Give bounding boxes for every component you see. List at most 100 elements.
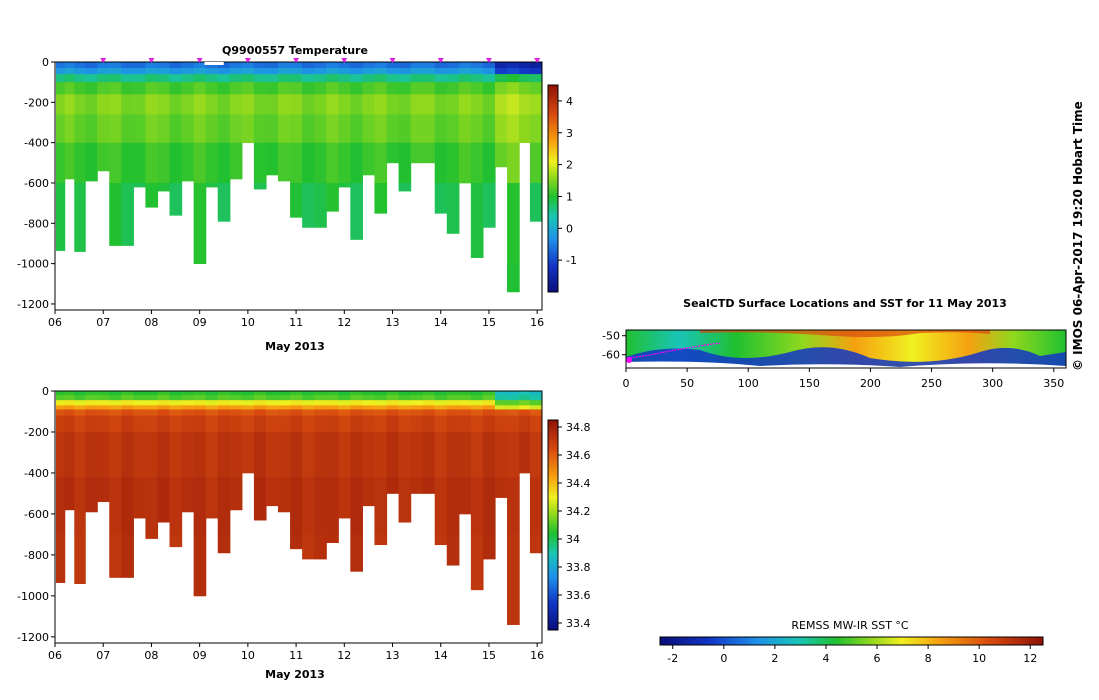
temperature-cell <box>121 62 134 69</box>
temperature-cell <box>519 82 531 95</box>
sst-colorbar <box>659 636 1044 646</box>
salinity-cell <box>145 395 159 401</box>
salinity-cell <box>55 534 66 583</box>
temperature-cell <box>157 68 171 75</box>
salinity-cell <box>446 534 460 566</box>
temperature-cell <box>217 94 231 115</box>
colorbar-tick-label: -1 <box>566 254 577 267</box>
salinity-cell <box>302 400 315 406</box>
temperature-cell <box>85 94 98 115</box>
salinity-cell <box>458 431 472 478</box>
salinity-cell <box>314 391 327 396</box>
temperature-cell <box>362 74 376 83</box>
colorbar-tick-label: 3 <box>566 127 573 140</box>
salinity-cell <box>205 415 219 433</box>
temperature-cell <box>314 62 327 69</box>
temperature-cell <box>350 62 363 69</box>
salinity-cell <box>145 391 159 396</box>
salinity-cell <box>470 431 484 478</box>
temperature-cell <box>410 68 424 75</box>
salinity-cell <box>169 415 183 433</box>
salinity-cell <box>193 391 207 396</box>
x-tick-label: 07 <box>96 649 110 662</box>
temperature-cell <box>326 68 339 75</box>
salinity-cell <box>314 415 327 433</box>
salinity-cell <box>374 534 388 546</box>
salinity-cell <box>338 477 351 519</box>
salinity-cell <box>278 391 291 396</box>
salinity-cell <box>157 405 171 410</box>
salinity-cell <box>326 415 339 433</box>
salinity-cell <box>157 415 171 433</box>
temperature-y-axis: 0 -200 -400 -600 -800 -1000 -1200 <box>17 56 55 311</box>
y-tick-label: -1200 <box>17 631 49 644</box>
salinity-cell <box>434 477 448 535</box>
temperature-cell <box>398 94 412 115</box>
temperature-cell <box>446 94 460 115</box>
temperature-cell <box>157 62 171 69</box>
temperature-cell <box>193 114 207 144</box>
map-x-tick-label: 300 <box>982 377 1003 390</box>
salinity-cell <box>326 477 339 535</box>
salinity-cell <box>302 415 315 433</box>
salinity-cell <box>181 409 195 416</box>
temperature-cell <box>326 114 339 144</box>
temperature-cell <box>145 142 159 184</box>
salinity-cell <box>157 409 171 416</box>
x-tick-label: 06 <box>48 316 62 329</box>
salinity-cell <box>278 409 291 416</box>
sst-colorbar-tick-label: 6 <box>874 652 881 665</box>
y-tick-label: 0 <box>42 385 49 398</box>
sst-colorbar-tick-label: -2 <box>667 652 678 665</box>
salinity-cell <box>326 431 339 478</box>
salinity-cell <box>350 391 363 396</box>
salinity-cell <box>181 391 195 396</box>
salinity-cell <box>494 415 508 433</box>
salinity-cell <box>374 431 388 478</box>
temperature-cell <box>55 74 66 83</box>
salinity-cell <box>157 431 171 478</box>
temperature-cell <box>494 82 508 95</box>
salinity-cell <box>338 415 351 433</box>
x-tick-label: 08 <box>144 649 158 662</box>
salinity-cell <box>74 395 86 401</box>
temperature-cell <box>229 68 243 75</box>
salinity-cell <box>422 409 436 416</box>
map-antarctic-ice <box>626 361 1066 368</box>
salinity-cell <box>422 431 436 478</box>
sst-map-panel: SealCTD Surface Locations and SST for 11… <box>602 297 1067 390</box>
salinity-cell <box>410 405 424 410</box>
salinity-cell <box>193 477 207 535</box>
surface-marker <box>293 58 300 63</box>
temperature-cell <box>193 142 207 184</box>
temperature-cell <box>362 82 376 95</box>
salinity-cell <box>422 415 436 433</box>
temperature-cell <box>507 263 520 293</box>
salinity-cell <box>253 415 267 433</box>
salinity-cell <box>109 477 122 535</box>
temperature-cell <box>181 82 195 95</box>
temperature-cell <box>290 74 303 83</box>
temperature-cell <box>362 68 376 75</box>
salinity-cell <box>193 409 207 416</box>
temperature-cell <box>181 142 195 182</box>
temperature-cell <box>302 114 315 144</box>
salinity-cell <box>290 409 303 416</box>
temperature-cell <box>529 68 542 75</box>
salinity-cell <box>55 477 66 535</box>
temperature-cell <box>229 94 243 115</box>
temperature-cell <box>74 114 86 144</box>
salinity-cell <box>458 391 472 396</box>
temperature-cell <box>302 94 315 115</box>
salinity-cell <box>169 534 183 548</box>
salinity-cell <box>265 405 279 410</box>
salinity-cell <box>157 477 171 523</box>
salinity-cell <box>326 409 339 416</box>
temperature-cell <box>507 114 520 144</box>
salinity-cell <box>338 405 351 410</box>
salinity-cell <box>410 409 424 416</box>
temperature-cell <box>446 68 460 75</box>
salinity-cell <box>507 405 520 410</box>
salinity-cell <box>217 391 231 396</box>
salinity-cell <box>422 400 436 406</box>
